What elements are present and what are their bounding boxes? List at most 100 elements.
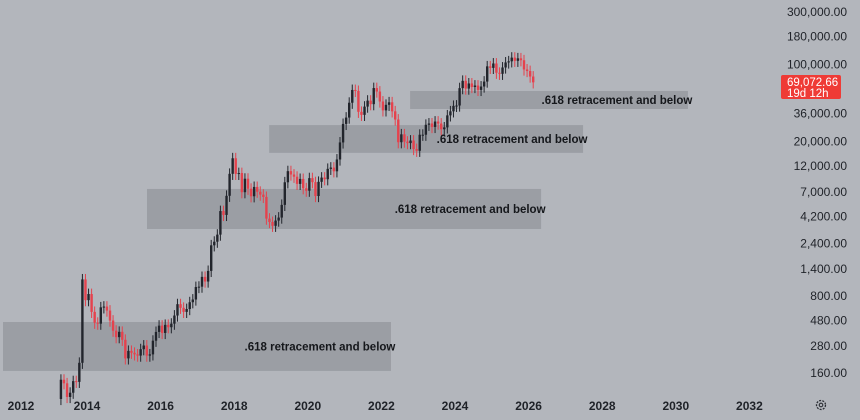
candle-body <box>173 315 176 324</box>
candle-body <box>510 57 513 62</box>
candle-body <box>403 134 406 142</box>
candle-body <box>295 176 299 184</box>
y-tick-label: 20,000.00 <box>794 135 848 149</box>
candle-body <box>397 119 400 143</box>
price-axis[interactable]: 300,000.00 180,000.00 100,000.00 36,000.00 2… <box>787 5 847 380</box>
candle-body <box>443 127 446 130</box>
candle-body <box>302 178 305 189</box>
candle-body <box>311 178 314 183</box>
x-tick-label: 2026 <box>515 399 542 413</box>
candle-body <box>87 294 90 301</box>
candle-body <box>406 141 409 144</box>
x-tick-label: 2020 <box>294 399 321 413</box>
candle-body <box>90 294 93 312</box>
bar-countdown: 19d 12h <box>787 88 829 100</box>
candle-body <box>489 66 492 68</box>
candle-body <box>219 211 222 235</box>
candle-body <box>495 63 498 73</box>
candle-body <box>84 279 87 301</box>
candle-body <box>210 245 213 271</box>
candle-body <box>341 123 345 143</box>
candle-body <box>455 105 458 107</box>
candle-body <box>415 149 418 151</box>
y-tick-label: 12,000.00 <box>794 159 848 173</box>
candle-body <box>292 174 296 177</box>
candle-body <box>482 81 486 87</box>
candle-body <box>75 381 78 383</box>
y-tick-label: 480.00 <box>810 313 847 327</box>
candle-body <box>139 349 142 356</box>
candle-body <box>280 204 283 218</box>
candle-body <box>461 80 464 89</box>
candle-body <box>492 63 495 68</box>
candle-body <box>501 67 504 74</box>
time-axis[interactable]: 2012 2014 2016 2018 2020 2022 2024 2026 2028 2030… <box>8 399 763 413</box>
candle-body <box>231 158 234 174</box>
candle-body <box>467 83 470 89</box>
candle-body <box>378 91 382 102</box>
x-tick-label: 2030 <box>662 399 689 413</box>
candle-body <box>271 222 274 226</box>
candle-body <box>335 159 339 172</box>
candle-body <box>148 354 152 356</box>
candle-body <box>486 66 489 82</box>
candle-body <box>473 85 477 88</box>
candle-body <box>105 306 109 311</box>
candle-body <box>369 100 372 105</box>
candle-body <box>102 306 106 308</box>
candles <box>59 52 535 406</box>
candle-body <box>176 304 179 316</box>
candle-body <box>470 83 474 88</box>
candle-body <box>185 309 188 312</box>
candle-body <box>394 111 397 120</box>
candle-body <box>59 379 63 399</box>
candle-body <box>329 167 332 169</box>
x-tick-label: 2018 <box>221 399 248 413</box>
candle-body <box>142 345 145 350</box>
candle-body <box>145 345 148 356</box>
candle-body <box>424 124 428 135</box>
candle-body <box>203 276 207 282</box>
candle-body <box>351 89 354 103</box>
retracement-zone <box>146 188 542 230</box>
x-tick-label: 2012 <box>8 399 35 413</box>
candle-body <box>360 111 363 115</box>
retracement-zone <box>3 321 391 371</box>
candle-body <box>179 304 182 308</box>
candle-body <box>252 186 256 197</box>
gear-icon[interactable] <box>815 399 827 411</box>
candle-body <box>525 69 529 72</box>
candle-body <box>96 322 99 324</box>
candle-body <box>130 350 133 353</box>
candle-body <box>62 379 66 384</box>
candle-body <box>507 61 510 63</box>
candle-body <box>314 182 317 197</box>
candle-body <box>151 340 155 355</box>
candle-body <box>504 62 507 68</box>
candle-body <box>277 217 280 221</box>
candle-body <box>498 72 501 74</box>
last-price-badge <box>781 75 841 99</box>
candle-body <box>240 173 244 193</box>
candle-body <box>317 181 320 197</box>
candle-body <box>99 307 102 324</box>
y-tick-label: 180,000.00 <box>787 29 847 43</box>
candle-body <box>516 58 520 61</box>
y-tick-label: 300,000.00 <box>787 5 847 19</box>
y-tick-label: 1,400.00 <box>800 262 847 276</box>
candle-body <box>188 302 191 310</box>
candle-body <box>308 178 311 191</box>
candle-body <box>249 188 253 197</box>
x-tick-label: 2028 <box>589 399 616 413</box>
x-tick-label: 2022 <box>368 399 395 413</box>
candle-body <box>427 123 431 125</box>
candle-body <box>418 134 421 151</box>
candle-body <box>160 325 164 333</box>
y-tick-label: 280.00 <box>810 339 847 353</box>
candle-body <box>528 71 532 77</box>
candle-body <box>65 383 69 397</box>
last-price-label: 69,072.66 19d 12h <box>781 75 841 100</box>
candle-body <box>243 178 247 193</box>
candle-body <box>157 325 161 332</box>
